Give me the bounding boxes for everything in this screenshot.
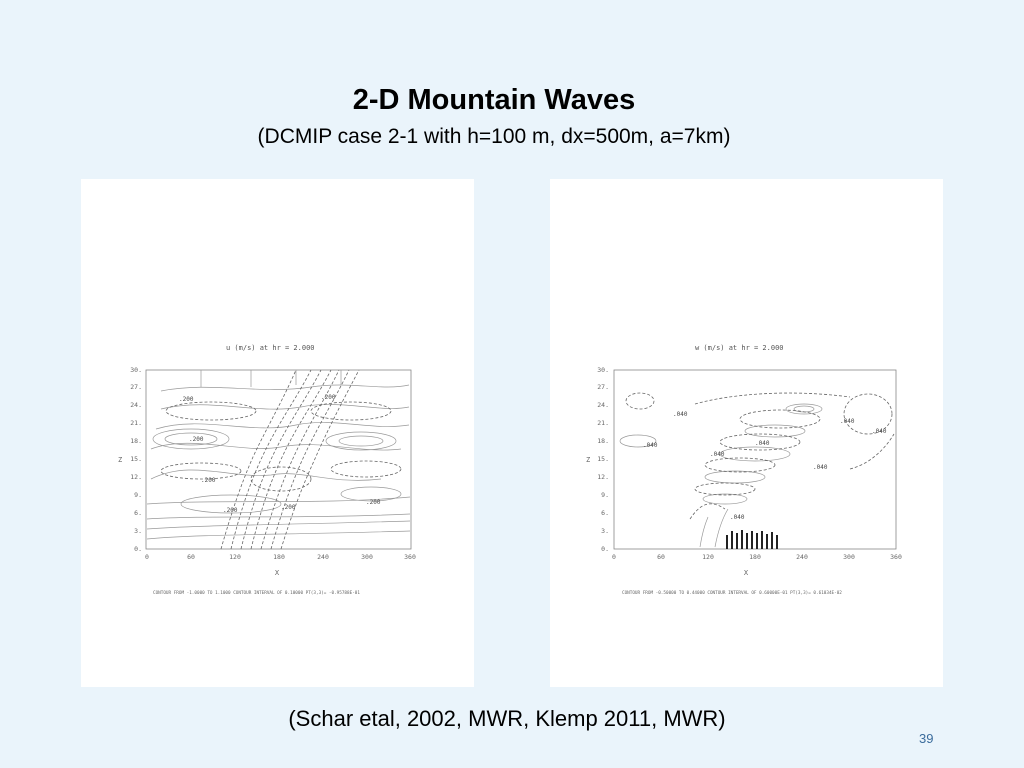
x-tick: 240 [796,553,808,561]
contour-label: .200 [281,504,296,511]
y-tick: 12. [130,473,142,481]
x-tick: 0 [612,553,616,561]
y-tick: 9. [134,491,142,499]
y-tick: 21. [130,419,142,427]
w-contour-panel: w (m/s) at hr = 2.000 [550,179,943,687]
contour-label: .200 [223,507,238,514]
x-tick: 300 [361,553,373,561]
contour-label: .040 [710,451,725,458]
x-tick: 360 [404,553,416,561]
contour-labels: .200 .200 .200 .200 .200 .200 .200 [179,394,381,514]
u-contour-chart: u (m/s) at hr = 2.000 [118,344,416,596]
x-axis-ticks: 0 60 120 180 240 300 360 [612,553,902,561]
x-tick: 120 [229,553,241,561]
slide-number: 39 [919,731,934,746]
y-tick: 30. [597,366,609,374]
y-tick: 0. [134,545,142,553]
x-tick: 240 [317,553,329,561]
x-axis-label: X [744,569,749,577]
y-axis-label: Z [118,456,122,464]
y-tick: 27. [130,383,142,391]
y-tick: 24. [597,401,609,409]
y-axis-ticks: 0. 3. 6. 9. 12. 15. 18. 21. 24. 27. 30. [597,366,609,553]
dashed-contours [625,392,895,520]
y-tick: 3. [601,527,609,535]
contour-label: .200 [321,394,336,401]
contour-label: .200 [189,436,204,443]
y-tick: 27. [597,383,609,391]
contour-footer: CONTOUR FROM -0.50000 TO 0.44000 CONTOUR… [622,590,842,596]
chart-title: u (m/s) at hr = 2.000 [226,344,315,352]
citation: (Schar etal, 2002, MWR, Klemp 2011, MWR) [288,706,726,731]
w-contour-chart: w (m/s) at hr = 2.000 [586,344,902,596]
x-tick: 0 [145,553,149,561]
y-tick: 15. [597,455,609,463]
y-tick: 6. [601,509,609,517]
x-axis-label: X [275,569,280,577]
contour-label: .040 [730,514,745,521]
x-tick: 120 [702,553,714,561]
contour-labels: .040 .040 .040 .040 .040 .040 .040 .040 [643,411,887,521]
contour-label: .040 [643,442,658,449]
y-tick: 12. [597,473,609,481]
x-tick: 300 [843,553,855,561]
y-axis-ticks: 0. 3. 6. 9. 12. 15. 18. 21. 24. 27. 30. [130,366,142,553]
x-tick: 60 [657,553,665,561]
y-tick: 30. [130,366,142,374]
y-tick: 3. [134,527,142,535]
contour-footer: CONTOUR FROM -1.0000 TO 1.1000 CONTOUR I… [153,590,360,596]
plot-frame [145,369,412,550]
surface-oscillations [726,530,778,549]
x-tick: 180 [273,553,285,561]
y-tick: 18. [597,437,609,445]
contour-label: .200 [366,499,381,506]
plot-area: .040 .040 .040 .040 .040 .040 .040 .040 [613,369,897,550]
y-tick: 9. [601,491,609,499]
chart-title: w (m/s) at hr = 2.000 [695,344,784,352]
solid-contours [619,403,823,548]
contour-label: .040 [755,440,770,447]
y-tick: 18. [130,437,142,445]
x-tick: 180 [749,553,761,561]
dashed-contours [160,369,402,550]
plot-frame [613,369,897,550]
y-tick: 15. [130,455,142,463]
contour-label: .040 [872,428,887,435]
u-contour-panel: u (m/s) at hr = 2.000 [81,179,474,687]
slide-subtitle: (DCMIP case 2-1 with h=100 m, dx=500m, a… [257,125,731,148]
contour-label: .040 [840,418,855,425]
contour-label: .040 [673,411,688,418]
contour-label: .200 [201,477,216,484]
x-tick: 360 [890,553,902,561]
y-tick: 0. [601,545,609,553]
y-tick: 6. [134,509,142,517]
contour-label: .200 [179,396,194,403]
plot-area: .200 .200 .200 .200 .200 .200 .200 [145,369,412,550]
slide-title: 2-D Mountain Waves [352,84,636,116]
y-axis-label: Z [586,456,590,464]
x-axis-ticks: 0 60 120 180 240 300 360 [145,553,416,561]
solid-contours [146,370,411,540]
y-tick: 24. [130,401,142,409]
contour-label: .040 [813,464,828,471]
x-tick: 60 [187,553,195,561]
y-tick: 21. [597,419,609,427]
